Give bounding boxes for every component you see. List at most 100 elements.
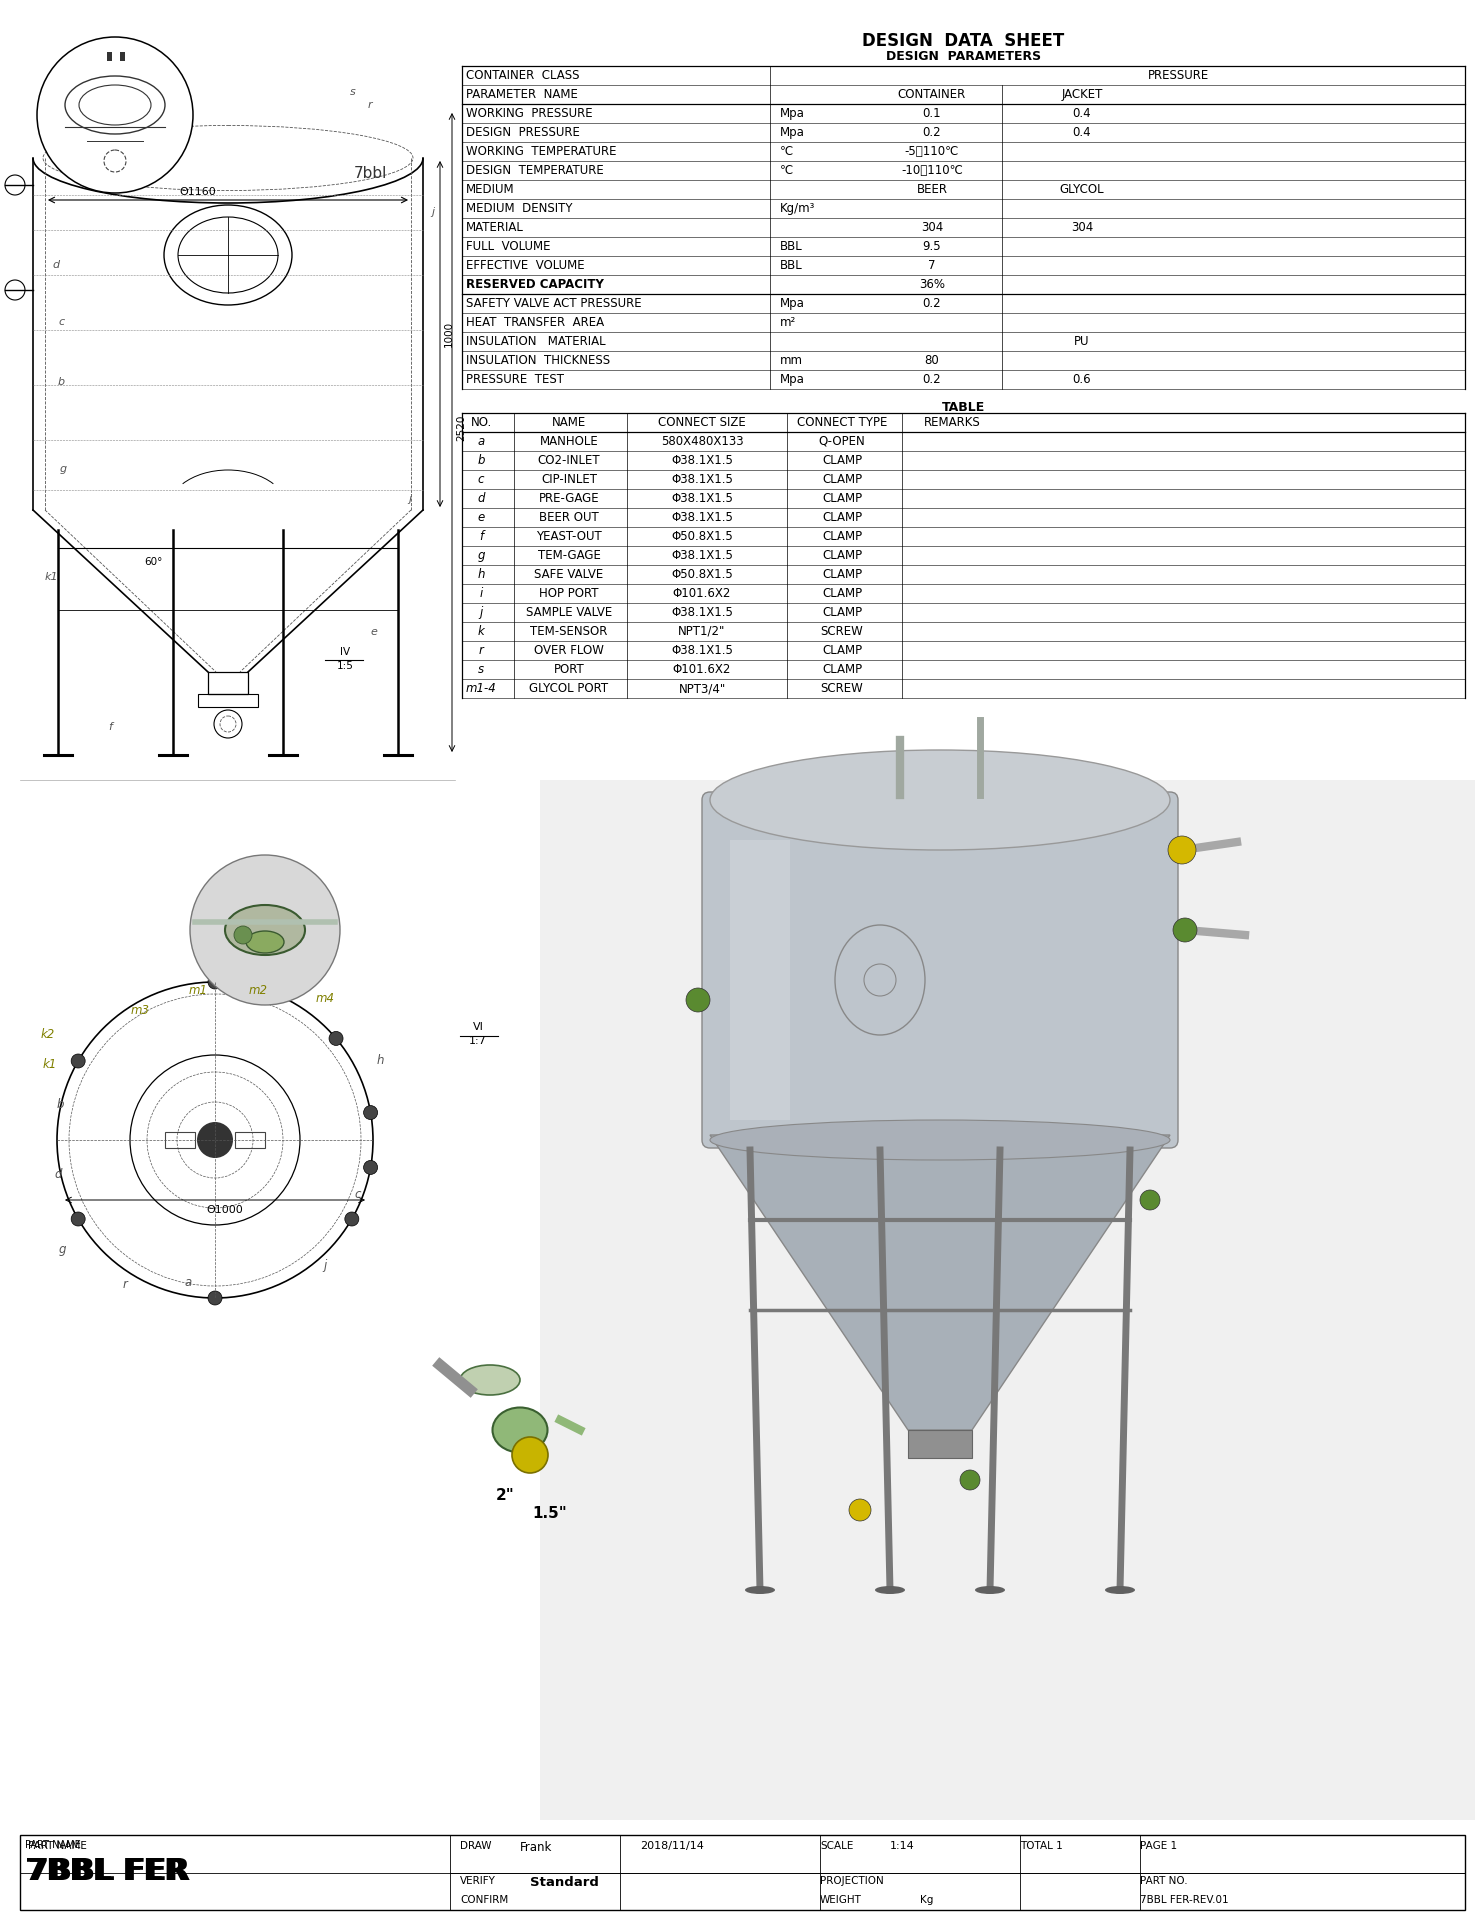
- Text: PROJECTION: PROJECTION: [821, 1876, 884, 1887]
- Text: ℃: ℃: [781, 163, 794, 177]
- Text: Θ1000: Θ1000: [206, 1206, 243, 1215]
- Text: 0.2: 0.2: [923, 127, 941, 138]
- Text: TEM-GAGE: TEM-GAGE: [537, 549, 601, 563]
- Text: d: d: [478, 492, 485, 505]
- Text: CLAMP: CLAMP: [822, 588, 862, 599]
- Text: GLYCOL: GLYCOL: [1060, 182, 1104, 196]
- Text: MANHOLE: MANHOLE: [540, 436, 598, 447]
- Text: Φ101.6X2: Φ101.6X2: [672, 588, 732, 599]
- Bar: [730, 841, 789, 1119]
- Text: g: g: [478, 549, 485, 563]
- Text: m3: m3: [131, 1004, 150, 1016]
- Text: SAFETY VALVE ACT PRESSURE: SAFETY VALVE ACT PRESSURE: [466, 298, 641, 309]
- Circle shape: [960, 1471, 979, 1490]
- Circle shape: [364, 1106, 377, 1119]
- Text: 7BBL FER-REV.01: 7BBL FER-REV.01: [1140, 1895, 1229, 1905]
- Text: FULL  VOLUME: FULL VOLUME: [466, 240, 551, 253]
- Text: PART NO.: PART NO.: [1140, 1876, 1187, 1887]
- Text: 0.2: 0.2: [923, 372, 941, 386]
- Text: HOP PORT: HOP PORT: [539, 588, 598, 599]
- Text: Kg/m³: Kg/m³: [781, 202, 815, 215]
- Text: PARAMETER  NAME: PARAMETER NAME: [466, 88, 577, 102]
- Text: PART NAME: PART NAME: [25, 1839, 80, 1851]
- Text: d: d: [52, 259, 59, 271]
- Text: CLAMP: CLAMP: [822, 530, 862, 543]
- Text: CLAMP: CLAMP: [822, 662, 862, 676]
- Text: 7BBL FER: 7BBL FER: [28, 1857, 190, 1885]
- Text: Mpa: Mpa: [781, 372, 804, 386]
- Text: Φ38.1X1.5: Φ38.1X1.5: [671, 472, 733, 486]
- Bar: [120, 52, 125, 61]
- Text: PU: PU: [1074, 334, 1089, 348]
- Text: r: r: [123, 1279, 128, 1292]
- Text: CLAMP: CLAMP: [822, 472, 862, 486]
- Text: SAFE VALVE: SAFE VALVE: [534, 568, 604, 582]
- Text: WORKING  PRESSURE: WORKING PRESSURE: [466, 108, 592, 119]
- Text: j: j: [408, 493, 411, 503]
- Text: SCALE: SCALE: [821, 1841, 853, 1851]
- Text: 1000: 1000: [444, 321, 454, 348]
- Bar: [234, 1133, 266, 1148]
- Text: 0.2: 0.2: [923, 298, 941, 309]
- Circle shape: [234, 925, 252, 945]
- Text: Q-OPEN: Q-OPEN: [819, 436, 865, 447]
- Text: 0.4: 0.4: [1073, 127, 1091, 138]
- FancyBboxPatch shape: [702, 791, 1178, 1148]
- Text: DESIGN  DATA  SHEET: DESIGN DATA SHEET: [862, 33, 1064, 50]
- Circle shape: [197, 1121, 233, 1158]
- Text: m²: m²: [781, 317, 797, 328]
- Text: c: c: [355, 1188, 361, 1202]
- Bar: [208, 672, 248, 693]
- Text: 0.6: 0.6: [1073, 372, 1091, 386]
- Text: m2: m2: [248, 983, 267, 996]
- Text: m4: m4: [316, 991, 334, 1004]
- Text: REMARKS: REMARKS: [923, 417, 981, 428]
- Ellipse shape: [709, 751, 1169, 851]
- Text: BBL: BBL: [781, 240, 803, 253]
- Text: NAME: NAME: [552, 417, 586, 428]
- Text: MATERIAL: MATERIAL: [466, 221, 524, 234]
- Text: CLAMP: CLAMP: [822, 549, 862, 563]
- Text: SAMPLE VALVE: SAMPLE VALVE: [525, 607, 611, 618]
- Text: EFFECTIVE  VOLUME: EFFECTIVE VOLUME: [466, 259, 585, 273]
- Text: RESERVED CAPACITY: RESERVED CAPACITY: [466, 278, 604, 292]
- Text: TOTAL 1: TOTAL 1: [1020, 1841, 1063, 1851]
- Text: h: h: [478, 568, 485, 582]
- Text: Φ38.1X1.5: Φ38.1X1.5: [671, 453, 733, 467]
- Text: j: j: [479, 607, 482, 618]
- Text: JACKET: JACKET: [1061, 88, 1103, 102]
- Text: b: b: [478, 453, 485, 467]
- Text: k: k: [478, 626, 484, 637]
- Text: -10～110℃: -10～110℃: [901, 163, 963, 177]
- Text: i: i: [479, 588, 482, 599]
- Ellipse shape: [246, 931, 283, 952]
- Text: PART NAME: PART NAME: [28, 1841, 88, 1851]
- Text: ℃: ℃: [781, 146, 794, 157]
- Text: CONFIRM: CONFIRM: [460, 1895, 508, 1905]
- Text: Φ38.1X1.5: Φ38.1X1.5: [671, 549, 733, 563]
- Text: CONNECT TYPE: CONNECT TYPE: [797, 417, 887, 428]
- Text: YEAST-OUT: YEAST-OUT: [536, 530, 603, 543]
- Text: k2: k2: [42, 1029, 55, 1041]
- Text: 2018/11/14: 2018/11/14: [640, 1841, 703, 1851]
- Text: CONTAINER: CONTAINER: [898, 88, 966, 102]
- Text: 304: 304: [1071, 221, 1094, 234]
- Text: BBL: BBL: [781, 259, 803, 273]
- Text: Kg: Kg: [920, 1895, 933, 1905]
- Text: g: g: [58, 1244, 65, 1256]
- Text: DRAW: DRAW: [460, 1841, 491, 1851]
- Text: PRESSURE: PRESSURE: [1149, 69, 1209, 83]
- Text: SCREW: SCREW: [821, 682, 864, 695]
- Text: f: f: [108, 722, 111, 732]
- Circle shape: [364, 1160, 377, 1175]
- Text: DESIGN  PRESSURE: DESIGN PRESSURE: [466, 127, 580, 138]
- Text: CO2-INLET: CO2-INLET: [537, 453, 601, 467]
- Text: Mpa: Mpa: [781, 108, 804, 119]
- Text: 0.4: 0.4: [1073, 108, 1091, 119]
- Text: 0.1: 0.1: [923, 108, 941, 119]
- Text: Φ38.1X1.5: Φ38.1X1.5: [671, 511, 733, 524]
- Text: PRE-GAGE: PRE-GAGE: [539, 492, 600, 505]
- Text: VERIFY: VERIFY: [460, 1876, 496, 1887]
- Text: g: g: [59, 465, 67, 474]
- Ellipse shape: [709, 1119, 1169, 1160]
